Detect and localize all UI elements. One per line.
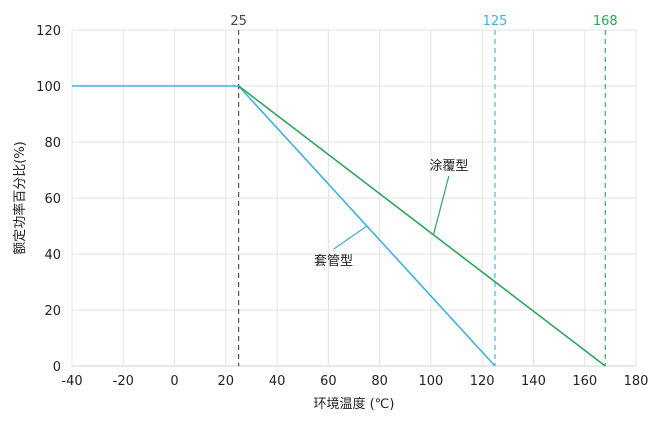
annotation-label: 涂覆型 bbox=[429, 158, 468, 174]
x-axis-title: 环境温度 (℃) bbox=[314, 396, 395, 412]
series-line-0 bbox=[72, 85, 496, 367]
reference-label-168: 168 bbox=[593, 14, 618, 29]
x-tick-label: -40 bbox=[61, 374, 82, 389]
y-tick-label: 120 bbox=[36, 24, 61, 39]
x-tick-label: 80 bbox=[371, 374, 388, 389]
x-tick-label: 180 bbox=[624, 374, 649, 389]
annotation-label: 套管型 bbox=[314, 253, 353, 269]
grid bbox=[71, 29, 637, 367]
x-tick-label: 60 bbox=[320, 374, 337, 389]
x-tick-label: 20 bbox=[218, 374, 235, 389]
y-tick-label: 20 bbox=[44, 304, 61, 319]
x-tick-label: 120 bbox=[470, 374, 495, 389]
reference-lines: 25 125 168 bbox=[230, 14, 618, 366]
y-tick-label: 100 bbox=[36, 80, 61, 95]
annotation-leader bbox=[333, 225, 368, 250]
y-tick-label: 40 bbox=[44, 248, 61, 263]
x-tick-label: 160 bbox=[572, 374, 597, 389]
y-axis-title: 额定功率百分比(%) bbox=[12, 141, 28, 255]
y-tick-label: 80 bbox=[44, 136, 61, 151]
y-tick-label: 60 bbox=[44, 192, 61, 207]
reference-label-125: 125 bbox=[483, 14, 508, 29]
x-tick-label: 40 bbox=[269, 374, 286, 389]
y-tick-label: 0 bbox=[53, 360, 61, 375]
reference-label-25: 25 bbox=[230, 14, 247, 29]
x-tick-label: -20 bbox=[113, 374, 134, 389]
annotation-leader bbox=[432, 175, 450, 235]
x-tick-label: 140 bbox=[521, 374, 546, 389]
x-tick-label: 0 bbox=[170, 374, 178, 389]
x-tick-label: 100 bbox=[418, 374, 443, 389]
tick-labels: -40 -20 0 20 40 60 80 100 120 140 160 180 0 20 40 60 80 1… bbox=[36, 24, 648, 389]
series-line-1 bbox=[238, 85, 606, 367]
series-lines bbox=[72, 85, 606, 367]
